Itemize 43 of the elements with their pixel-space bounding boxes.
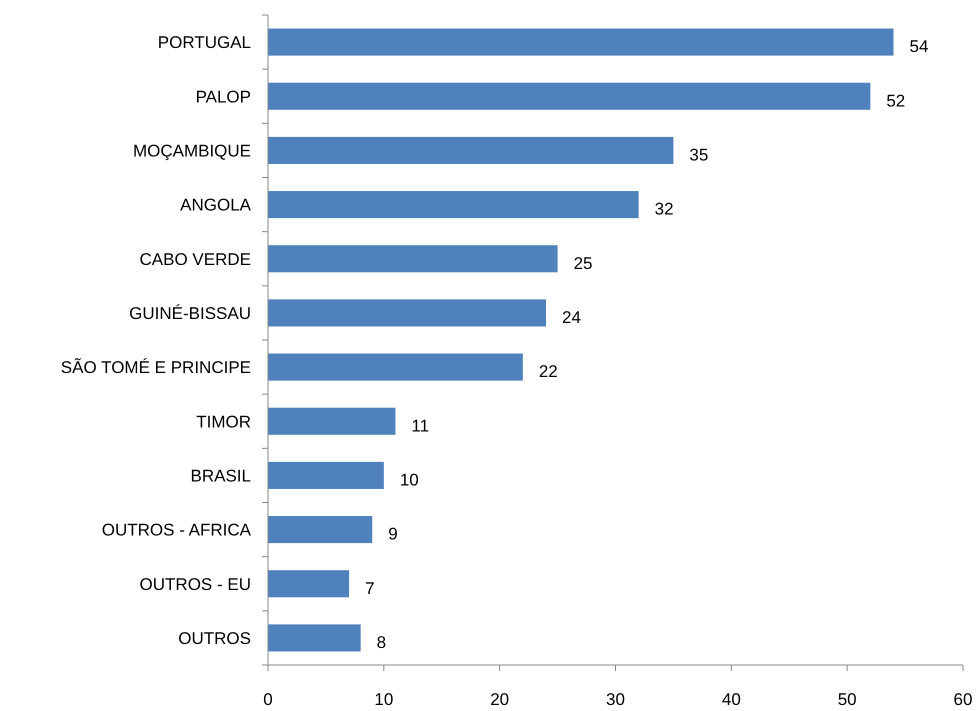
bar — [268, 516, 372, 544]
x-tick-label: 10 — [374, 690, 394, 709]
data-label: 9 — [388, 524, 398, 544]
y-tick-label: BRASIL — [190, 466, 251, 486]
y-tick-label: ANGOLA — [180, 196, 252, 215]
data-label: 25 — [574, 254, 593, 273]
bar — [268, 136, 674, 164]
x-tick-label: 20 — [490, 690, 510, 709]
data-label: 10 — [400, 470, 419, 490]
bar — [268, 462, 384, 489]
data-label: 54 — [910, 37, 928, 56]
y-tick-label: GUINÉ-BISSAU — [129, 304, 251, 323]
bar — [268, 299, 546, 326]
y-tick-label: CABO VERDE — [140, 250, 251, 269]
y-tick-label: OUTROS - EU — [140, 574, 251, 594]
bar — [268, 624, 361, 652]
y-tick-label: OUTROS - AFRICA — [102, 520, 252, 540]
data-label: 52 — [886, 91, 906, 110]
y-tick-label: TIMOR — [196, 412, 251, 432]
x-tick-label: 0 — [263, 690, 273, 709]
data-label: 35 — [689, 145, 708, 164]
bar — [268, 245, 558, 272]
data-label: 22 — [538, 362, 558, 382]
data-label: 24 — [562, 308, 581, 327]
y-tick-label: PALOP — [196, 87, 251, 106]
y-tick-label: MOÇAMBIQUE — [132, 141, 251, 160]
data-label: 32 — [654, 200, 674, 219]
data-label: 8 — [376, 632, 386, 652]
data-label: 7 — [365, 578, 375, 598]
y-tick-label: OUTROS — [178, 628, 251, 648]
x-tick-label: 30 — [606, 690, 625, 709]
bar — [268, 354, 523, 381]
bar — [268, 82, 870, 110]
data-label: 11 — [411, 416, 430, 436]
x-tick-label: 50 — [838, 690, 857, 709]
bar — [268, 408, 396, 435]
y-tick-label: SÃO TOMÉ E PRINCIPE — [60, 358, 251, 378]
bar — [268, 28, 894, 56]
y-tick-label: PORTUGAL — [158, 33, 251, 52]
x-tick-label: 60 — [954, 690, 972, 709]
bar — [268, 570, 350, 598]
x-tick-label: 40 — [722, 690, 741, 709]
bar — [268, 191, 639, 218]
